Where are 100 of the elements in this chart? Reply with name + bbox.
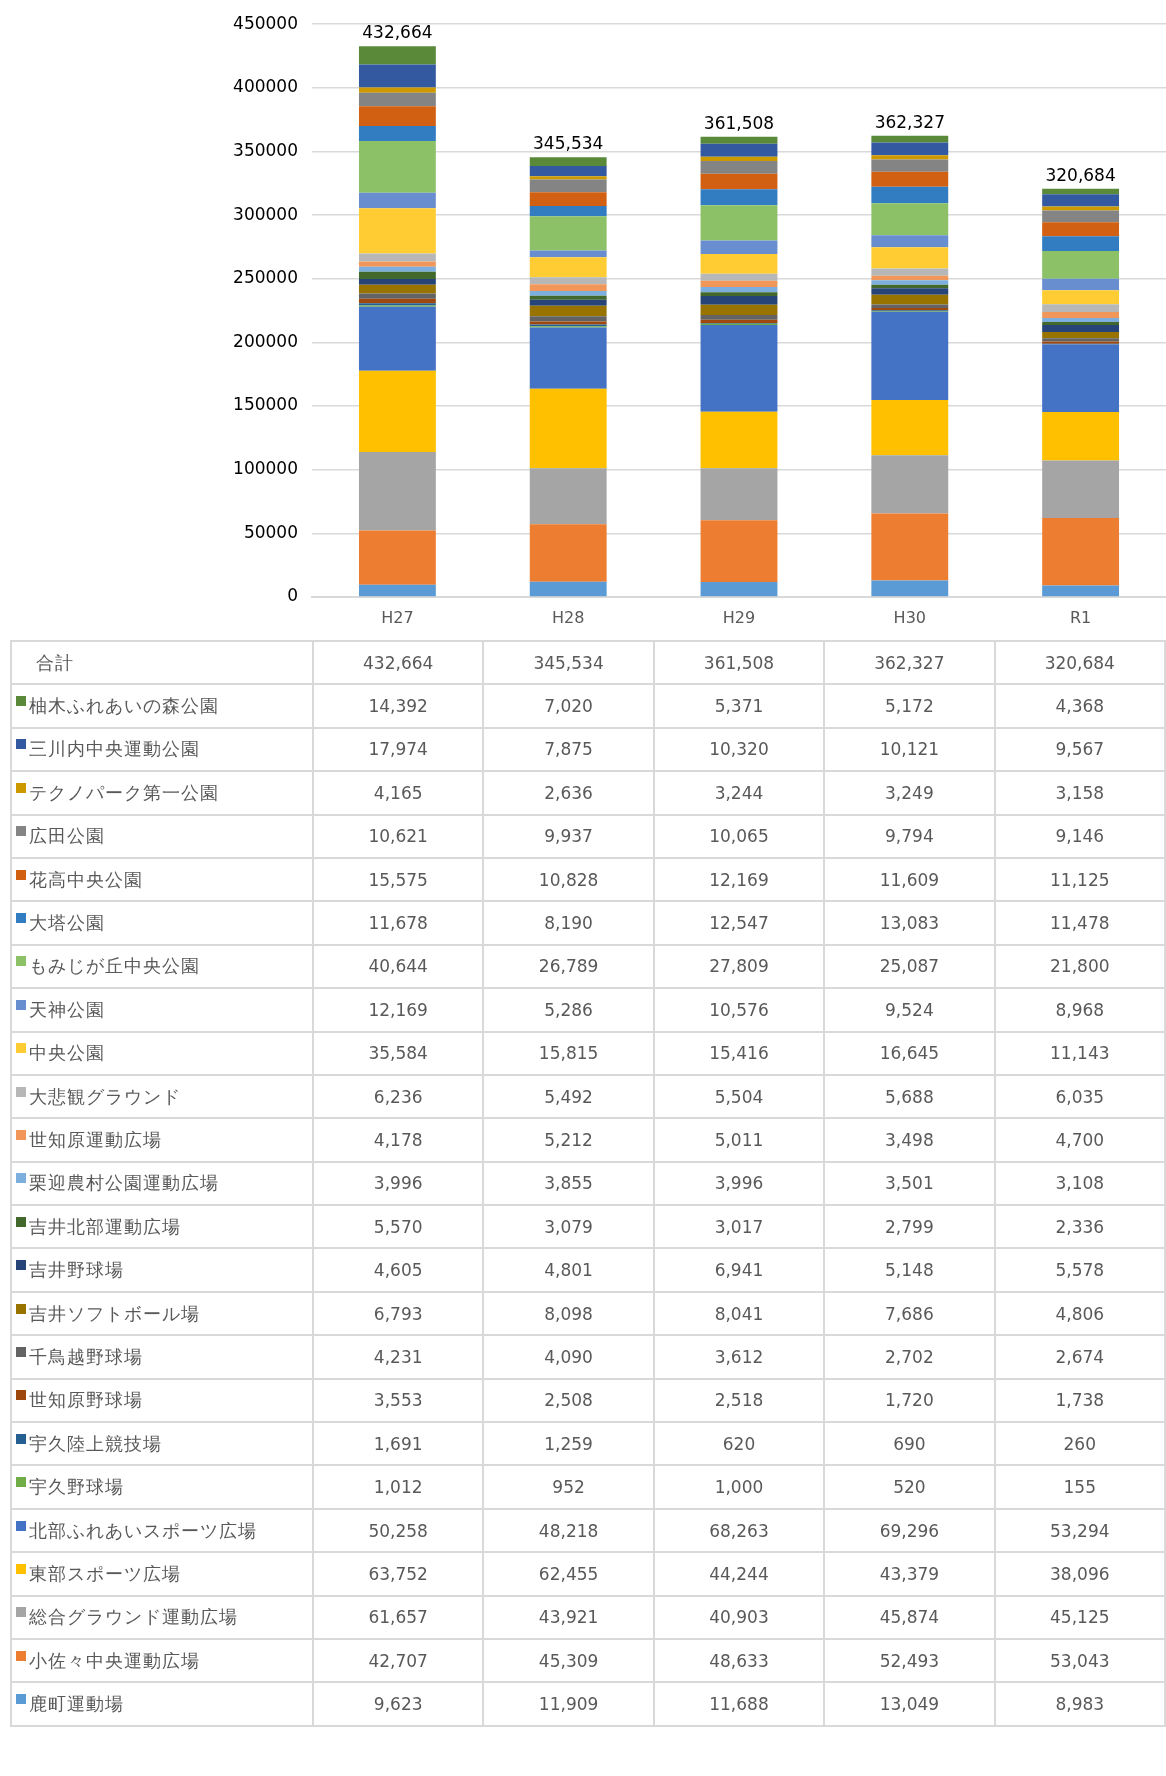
- data-label: 7,020: [483, 684, 654, 728]
- data-label: 4,368: [994, 684, 1165, 728]
- text: 362,327: [874, 652, 945, 673]
- legend-label: 栗迎農村公園運動広場: [11, 1161, 313, 1206]
- data-label: 6,035: [994, 1074, 1165, 1119]
- data-label: 8,968: [994, 988, 1165, 1032]
- data-label: 5,371: [653, 684, 825, 728]
- data-label: 3,612: [653, 1335, 825, 1379]
- y-tick-label: 450000: [233, 12, 298, 33]
- data-label: 17,974: [313, 727, 484, 772]
- data-label: 11,125: [994, 857, 1165, 902]
- data-label: 10,065: [653, 814, 825, 858]
- legend-label: 大悲観グラウンド: [11, 1074, 313, 1119]
- data-label: 690: [824, 1422, 995, 1466]
- data-label: 26,789: [483, 944, 654, 989]
- legend-label: もみじが丘中央公園: [11, 944, 313, 989]
- data-label: 62,455: [483, 1552, 654, 1596]
- legend-label: 吉井ソフトボール場: [11, 1291, 313, 1336]
- data-label: 5,148: [824, 1248, 995, 1292]
- data-label: 53,043: [994, 1638, 1165, 1683]
- data-label: 15,416: [653, 1031, 825, 1075]
- y-tick-label: 250000: [233, 267, 298, 288]
- data-label: 50,258: [313, 1508, 484, 1553]
- data-label: 44,244: [653, 1552, 825, 1596]
- y-tick-label: 0: [287, 585, 298, 606]
- data-label: 45,125: [994, 1595, 1165, 1639]
- data-label: 1,259: [483, 1422, 654, 1466]
- data-label: 6,793: [313, 1291, 484, 1336]
- y-tick-label: 50000: [243, 521, 298, 542]
- data-label: 45,874: [824, 1595, 995, 1639]
- data-label: 35,584: [313, 1031, 484, 1075]
- data-label: 21,800: [994, 944, 1165, 989]
- data-label: 2,702: [824, 1335, 995, 1379]
- data-label: 40,644: [313, 944, 484, 989]
- text: 合計: [11, 641, 313, 685]
- data-label: 10,121: [824, 727, 995, 772]
- data-label: 9,146: [994, 814, 1165, 858]
- legend-label: 世知原運動広場: [11, 1118, 313, 1162]
- data-label: 620: [653, 1422, 825, 1466]
- data-label: 48,633: [653, 1638, 825, 1683]
- data-label: 25,087: [824, 944, 995, 989]
- text: 320,684: [1044, 652, 1115, 673]
- data-label: 3,244: [653, 771, 825, 815]
- data-label: 1,000: [653, 1465, 825, 1509]
- y-tick-label: 200000: [233, 330, 298, 351]
- data-label: 9,623: [313, 1682, 484, 1726]
- data-label: 12,169: [313, 988, 484, 1032]
- legend-label: 鹿町運動場: [11, 1682, 313, 1726]
- data-label: 16,645: [824, 1031, 995, 1075]
- legend-label: 総合グラウンド運動広場: [11, 1595, 313, 1639]
- data-label: 38,096: [994, 1552, 1165, 1596]
- data-label: 61,657: [313, 1595, 484, 1639]
- legend-label: 東部スポーツ広場: [11, 1552, 313, 1596]
- data-label: 5,492: [483, 1074, 654, 1119]
- data-label: 8,983: [994, 1682, 1165, 1726]
- legend-label: 千鳥越野球場: [11, 1335, 313, 1379]
- legend-label: 広田公園: [11, 814, 313, 858]
- data-label: 952: [483, 1465, 654, 1509]
- data-label: 45,309: [483, 1638, 654, 1683]
- data-label: 43,379: [824, 1552, 995, 1596]
- legend-label: 中央公園: [11, 1031, 313, 1075]
- data-label: 520: [824, 1465, 995, 1509]
- data-label: 1,738: [994, 1378, 1165, 1423]
- data-label: 10,621: [313, 814, 484, 858]
- total-label: 345,534: [533, 133, 604, 154]
- data-label: 9,794: [824, 814, 995, 858]
- data-label: 9,524: [824, 988, 995, 1032]
- data-label: 8,041: [653, 1291, 825, 1336]
- data-label: 8,098: [483, 1291, 654, 1336]
- legend-label: テクノパーク第一公園: [11, 771, 313, 815]
- data-label: 4,605: [313, 1248, 484, 1292]
- data-label: 3,158: [994, 771, 1165, 815]
- data-label: 2,518: [653, 1378, 825, 1423]
- data-label: 2,336: [994, 1205, 1165, 1249]
- data-label: 9,937: [483, 814, 654, 858]
- x-tick-label: H28: [552, 607, 585, 627]
- x-tick-label: R1: [1069, 607, 1092, 627]
- data-label: 4,806: [994, 1291, 1165, 1336]
- text: 361,508: [703, 652, 775, 673]
- legend-label: 花高中央公園: [11, 857, 313, 902]
- legend-label: 北部ふれあいスポーツ広場: [11, 1508, 313, 1553]
- legend-label: 小佐々中央運動広場: [11, 1638, 313, 1683]
- data-label: 40,903: [653, 1595, 825, 1639]
- data-label: 27,809: [653, 944, 825, 989]
- data-label: 1,691: [313, 1422, 484, 1466]
- data-label: 11,688: [653, 1682, 825, 1726]
- data-label: 4,231: [313, 1335, 484, 1379]
- data-label: 48,218: [483, 1508, 654, 1553]
- data-label: 11,143: [994, 1031, 1165, 1075]
- data-label: 1,012: [313, 1465, 484, 1509]
- data-label: 13,083: [824, 901, 995, 945]
- data-label: 7,686: [824, 1291, 995, 1336]
- data-label: 6,236: [313, 1074, 484, 1119]
- data-label: 2,508: [483, 1378, 654, 1423]
- data-label: 5,688: [824, 1074, 995, 1119]
- data-label: 260: [994, 1422, 1165, 1466]
- data-label: 3,498: [824, 1118, 995, 1162]
- y-tick-label: 350000: [233, 139, 298, 160]
- data-label: 15,575: [313, 857, 484, 902]
- data-label: 4,165: [313, 771, 484, 815]
